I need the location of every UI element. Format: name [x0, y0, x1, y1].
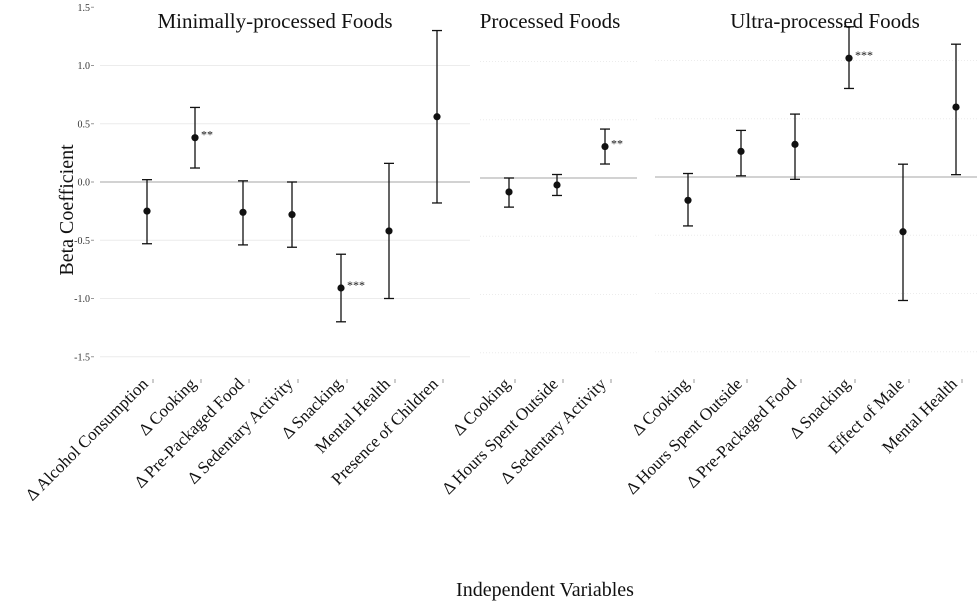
- y-tick-label: -1.5: [74, 352, 90, 363]
- panel-title: Ultra-processed Foods: [730, 9, 920, 33]
- x-category-label: Δ Alcohol Consumption: [22, 374, 152, 504]
- point-estimate: [337, 284, 345, 292]
- panel-title: Minimally-processed Foods: [157, 9, 392, 33]
- point-estimate: [239, 208, 247, 216]
- y-tick-label: 1.5: [78, 3, 91, 14]
- significance-label: **: [611, 137, 623, 151]
- point-estimate: [505, 188, 513, 196]
- point-estimate: [385, 227, 393, 235]
- significance-label: ***: [347, 278, 365, 292]
- point-estimate: [553, 181, 561, 189]
- significance-label: ***: [855, 48, 873, 62]
- point-estimate: [845, 54, 853, 62]
- point-estimate: [433, 113, 441, 121]
- significance-label: **: [201, 128, 213, 142]
- panel-title: Processed Foods: [480, 9, 621, 33]
- y-tick-label: -1.0: [74, 294, 90, 305]
- point-estimate: [899, 228, 907, 236]
- y-axis-title: Beta Coefficient: [56, 144, 78, 276]
- point-estimate: [143, 207, 151, 215]
- y-tick-label: 0.5: [78, 119, 91, 130]
- point-estimate: [737, 147, 745, 155]
- y-tick-label: 1.0: [78, 61, 91, 72]
- point-estimate: [288, 211, 296, 219]
- point-estimate: [191, 134, 199, 142]
- x-axis-title: Independent Variables: [456, 579, 634, 601]
- point-estimate: [791, 140, 799, 148]
- point-estimate: [684, 196, 692, 204]
- point-estimate: [601, 142, 609, 151]
- y-tick-label: 0.0: [78, 178, 91, 189]
- point-estimate: [952, 103, 960, 111]
- y-tick-label: -0.5: [74, 236, 90, 247]
